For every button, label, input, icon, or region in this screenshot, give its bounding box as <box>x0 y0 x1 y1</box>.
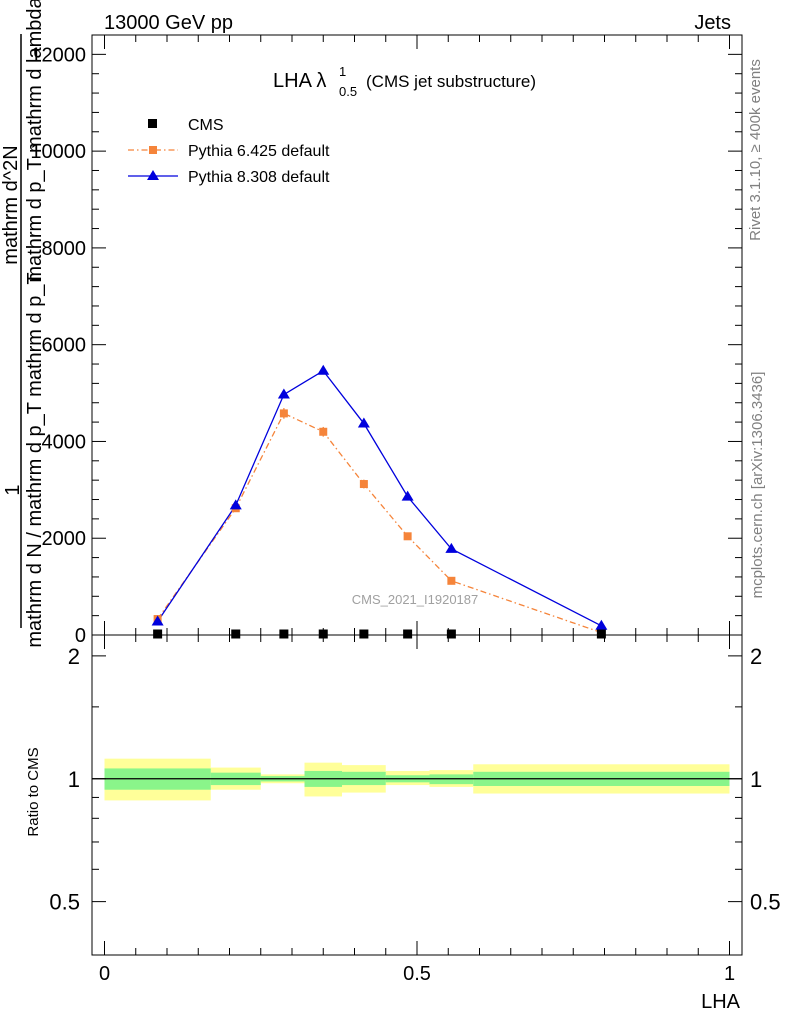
main-ytick-label: 8000 <box>42 238 87 260</box>
main-ytick-label: 12000 <box>30 44 86 66</box>
ratio-xtick-label: 1 <box>724 963 735 985</box>
ratio-ytick-label-right: 0.5 <box>750 890 781 915</box>
cms-point <box>403 629 413 639</box>
legend-py6-marker <box>149 146 157 154</box>
cms-point <box>359 629 369 639</box>
main-axis-ticks: 0 2000 4000 6000 8000 10000 12000 <box>30 34 742 647</box>
legend-py6-label: Pythia 6.425 default <box>188 143 330 160</box>
main-y-axis-title: 1 mathrm d N / mathrm d p_T mathrm d p_T… <box>0 0 46 648</box>
plot-title-suffix: (CMS jet substructure) <box>366 72 536 91</box>
pythia6-point <box>319 427 328 436</box>
main-ytick-label: 2000 <box>42 528 87 550</box>
legend-cms-marker <box>148 119 157 128</box>
ratio-ytick-label-right: 2 <box>750 644 762 669</box>
pythia8-point <box>151 615 164 626</box>
main-ytick-label: 10000 <box>30 141 86 163</box>
process-label: Jets <box>694 12 731 34</box>
ylabel-numerator: mathrm d^2N <box>0 145 22 264</box>
pythia6-point <box>279 409 288 418</box>
main-ytick-label: 0 <box>75 625 86 647</box>
main-ytick-label: 6000 <box>42 335 87 357</box>
watermark: CMS_2021_I1920187 <box>352 592 479 607</box>
cms-point <box>446 629 456 639</box>
x-axis-title: LHA <box>701 991 741 1013</box>
ratio-ytick-label-left: 2 <box>68 644 80 669</box>
pythia6-point <box>403 532 412 541</box>
pythia8-point <box>277 388 290 399</box>
main-panel: 0 2000 4000 6000 8000 10000 12000 <box>30 34 743 647</box>
rivet-label: Rivet 3.1.10, ≥ 400k events <box>747 59 764 241</box>
ratio-ytick-label-left: 1 <box>68 767 80 792</box>
cms-point <box>153 629 163 639</box>
plot-title-main: LHA λ <box>273 70 326 92</box>
main-series-layer <box>151 364 608 639</box>
cms-point <box>596 629 606 639</box>
ratio-ytick-label-left: 0.5 <box>49 890 80 915</box>
main-ytick-label: 4000 <box>42 431 87 453</box>
series-pythia6-line <box>157 412 602 634</box>
legend: CMS Pythia 6.425 default Pythia 8.308 de… <box>128 117 330 186</box>
ratio-xtick-label: 0 <box>99 963 110 985</box>
pythia8-point <box>401 490 414 501</box>
ylabel-numerator-2: mathrm d p_T mathrm d lambda <box>24 0 46 283</box>
ratio-ytick-label-right: 1 <box>750 767 762 792</box>
cms-point <box>279 629 289 639</box>
legend-py8-marker <box>147 170 159 180</box>
cms-point <box>231 629 241 639</box>
pythia8-point <box>229 499 242 510</box>
pythia6-point <box>447 576 456 585</box>
ratio-bands-layer <box>92 758 742 801</box>
energy-label: 13000 GeV pp <box>104 12 233 34</box>
legend-cms-label: CMS <box>188 117 224 134</box>
ylabel-one: 1 <box>2 484 24 495</box>
pythia8-point <box>445 542 458 553</box>
series-pythia8-line <box>157 369 602 627</box>
mcplots-label: mcplots.cern.ch [arXiv:1306.3436] <box>749 372 766 599</box>
ratio-xtick-label: 0.5 <box>403 963 431 985</box>
pythia8-point <box>317 364 330 375</box>
pythia8-point <box>357 417 370 428</box>
ylabel-denominator: mathrm d N / mathrm d p_T mathrm d p_T <box>24 272 46 647</box>
legend-py8-label: Pythia 8.308 default <box>188 169 330 186</box>
ratio-y-axis-title: Ratio to CMS <box>25 747 42 836</box>
ratio-panel: 0.5 0.5 1 1 2 2 0 0.5 1 <box>49 634 781 985</box>
pythia8-point <box>595 619 608 630</box>
ratio-axis-ticks: 0.5 0.5 1 1 2 2 0 0.5 1 <box>49 635 781 985</box>
plot-title-sup: 1 <box>339 64 346 79</box>
pythia6-point <box>359 480 368 489</box>
cms-point <box>318 629 328 639</box>
plot-title-sub: 0.5 <box>339 84 357 99</box>
plot-title: LHA λ 1 0.5 (CMS jet substructure) <box>273 64 536 99</box>
